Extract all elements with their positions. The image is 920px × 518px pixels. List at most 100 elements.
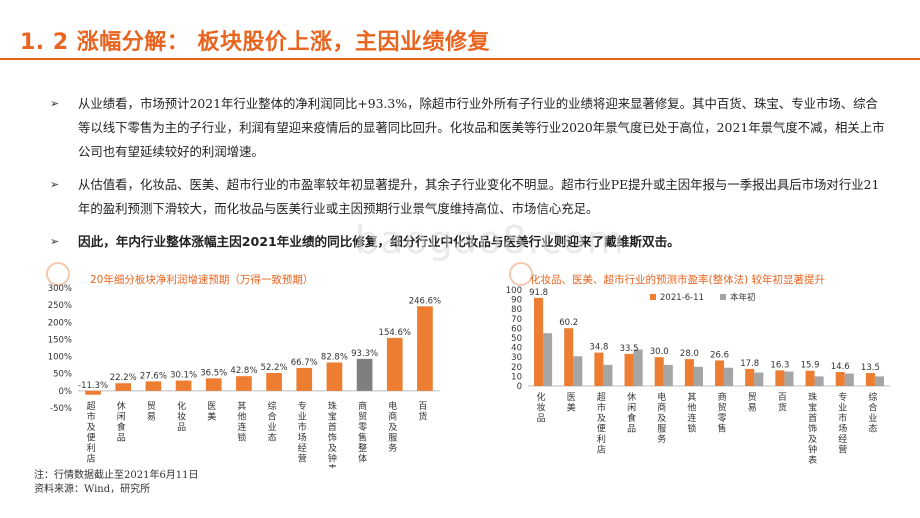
x-tick-label: 化妆品 xyxy=(537,391,546,424)
bullet-text: 从估值看，化妆品、医美、超市行业的市盈率较年初显著提升，其余子行业变化不明显。超… xyxy=(78,177,880,216)
page-title: 1. 2 涨幅分解： 板块股价上涨，主因业绩修复 xyxy=(20,30,490,55)
arrow-bullet-icon: ➢ xyxy=(50,97,60,110)
x-tick-label: 专业市场经营 xyxy=(298,400,307,465)
x-tick-label: 电商及服务 xyxy=(657,391,666,445)
bar-series-start xyxy=(844,373,854,386)
y-tick-label: 50% xyxy=(53,370,72,380)
y-tick-label: 70 xyxy=(511,315,522,325)
data-label: 13.5 xyxy=(861,363,880,373)
bar-series-current xyxy=(715,360,725,386)
x-tick-label: 珠宝首饰及钟表 xyxy=(808,391,817,466)
arrow-bullet-icon: ➢ xyxy=(50,178,60,191)
x-tick-label: 珠宝首饰及钟表 xyxy=(328,400,337,468)
x-tick-label: 休闲食品 xyxy=(627,391,636,435)
y-tick-label: 100% xyxy=(48,353,72,363)
data-label: 66.7% xyxy=(291,358,318,368)
x-tick-label: 百货 xyxy=(778,392,787,414)
data-label: 82.8% xyxy=(321,352,348,362)
bullet-text: 从业绩看，市场预计2021年行业整体的净利润同比+93.3%，除超市行业外所有子… xyxy=(78,96,885,159)
bar-series-current xyxy=(534,297,544,386)
data-label: 52.2% xyxy=(261,363,288,373)
y-tick-label: 200% xyxy=(48,318,72,328)
bar xyxy=(145,381,162,391)
bar-series-current xyxy=(805,370,815,386)
y-tick-label: 0 xyxy=(517,382,522,392)
y-tick-label: 20 xyxy=(511,363,522,373)
bar xyxy=(115,383,132,391)
legend-swatch-start xyxy=(720,294,726,300)
data-label: 17.8 xyxy=(740,359,759,369)
legend-label-current: 2021-6-11 xyxy=(660,293,704,303)
bar xyxy=(356,358,373,391)
bar-series-current xyxy=(745,368,755,386)
y-tick-label: 60 xyxy=(511,324,522,334)
x-tick-label: 电商及服务 xyxy=(388,400,397,454)
bar-series-current xyxy=(775,370,785,386)
x-tick-label: 贸易 xyxy=(147,400,156,423)
data-label: 14.6 xyxy=(831,362,850,372)
data-label: 33.5 xyxy=(620,344,639,354)
x-tick-label: 超市及便利店 xyxy=(597,391,606,456)
data-label: -11.3% xyxy=(78,381,108,391)
bar-series-current xyxy=(564,328,574,386)
growth-bar-chart: -50% 0% 50% 100% 150% 200% 250% 300% -11.3% 超市及便利… xyxy=(48,284,441,468)
data-label: 91.8 xyxy=(529,288,548,298)
y-tick-label: 40 xyxy=(511,344,522,354)
bar-series-current xyxy=(624,353,634,386)
bar-series-current xyxy=(865,373,875,386)
bar-series-start xyxy=(784,371,794,386)
bar xyxy=(386,337,403,391)
bar-series-start xyxy=(693,366,703,386)
bar-series-start xyxy=(754,372,764,386)
chart-ring-icon xyxy=(46,262,70,286)
footnote: 注：行情数据截止至2021年6月11日 资料来源：Wind，研究所 xyxy=(34,469,199,497)
bar xyxy=(326,362,343,391)
bar xyxy=(85,390,101,395)
y-tick-label: 150% xyxy=(48,335,72,345)
bar-series-start xyxy=(724,367,734,386)
chart2-title: 化妆品、医美、超市行业的预测市盈率(整体法) 较年初显著提升 xyxy=(530,274,826,286)
chart-ring-icon xyxy=(509,262,533,286)
y-tick-label: 30 xyxy=(511,353,522,363)
note-text: 注：行情数据截止至2021年6月11日 xyxy=(34,470,199,481)
bar-series-start xyxy=(814,376,824,386)
bar-series-current xyxy=(835,371,845,386)
data-label: 154.6% xyxy=(379,328,411,338)
source-text: 资料来源：Wind，研究所 xyxy=(34,484,151,495)
bullet-item: ➢ 从估值看，化妆品、医美、超市行业的市盈率较年初显著提升，其余子行业变化不明显… xyxy=(50,173,890,221)
bar xyxy=(266,372,282,391)
y-tick-label: 90 xyxy=(511,296,522,306)
data-label: 36.5% xyxy=(200,368,227,378)
data-label: 30.0 xyxy=(650,347,669,357)
bar-series-start xyxy=(603,364,613,386)
bar-series-current xyxy=(654,357,664,386)
x-tick-label: 医美 xyxy=(567,392,576,414)
chart1-title: 20年细分板块净利润增速预期（万得一致预期） xyxy=(90,274,314,286)
y-tick-label: 0% xyxy=(59,387,73,397)
data-label: 28.0 xyxy=(680,349,699,359)
y-tick-label: 300% xyxy=(48,284,72,294)
data-label: 30.1% xyxy=(170,371,197,381)
x-tick-label: 专业市场经营 xyxy=(838,391,847,456)
y-tick-label: 10 xyxy=(511,372,522,382)
x-tick-label: 化妆品 xyxy=(177,400,186,433)
y-tick-label: 50 xyxy=(511,334,522,344)
bar xyxy=(236,376,252,391)
bar-series-start xyxy=(663,364,673,386)
data-label: 60.2 xyxy=(559,318,578,328)
bar-series-current xyxy=(594,352,604,386)
watermark: baogao8.com xyxy=(355,218,625,262)
bullet-list: ➢ 从业绩看，市场预计2021年行业整体的净利润同比+93.3%，除超市行业外所… xyxy=(50,92,890,263)
x-tick-label: 综合业态 xyxy=(268,400,277,444)
x-tick-label: 超市及便利店 xyxy=(87,400,96,465)
bar-series-start xyxy=(633,349,643,386)
bar xyxy=(296,367,313,391)
x-tick-label: 商贸零售 xyxy=(718,391,727,435)
x-tick-label: 综合业态 xyxy=(868,391,877,435)
x-tick-label: 医美 xyxy=(207,401,216,423)
arrow-bullet-icon: ➢ xyxy=(50,235,60,248)
bullet-text: 因此，年内行业整体涨幅主因2021年业绩的同比修复，细分行业中化妆品与医美行业则… xyxy=(78,234,680,249)
data-label: 93.3% xyxy=(351,349,378,359)
bar-series-start xyxy=(543,333,553,386)
